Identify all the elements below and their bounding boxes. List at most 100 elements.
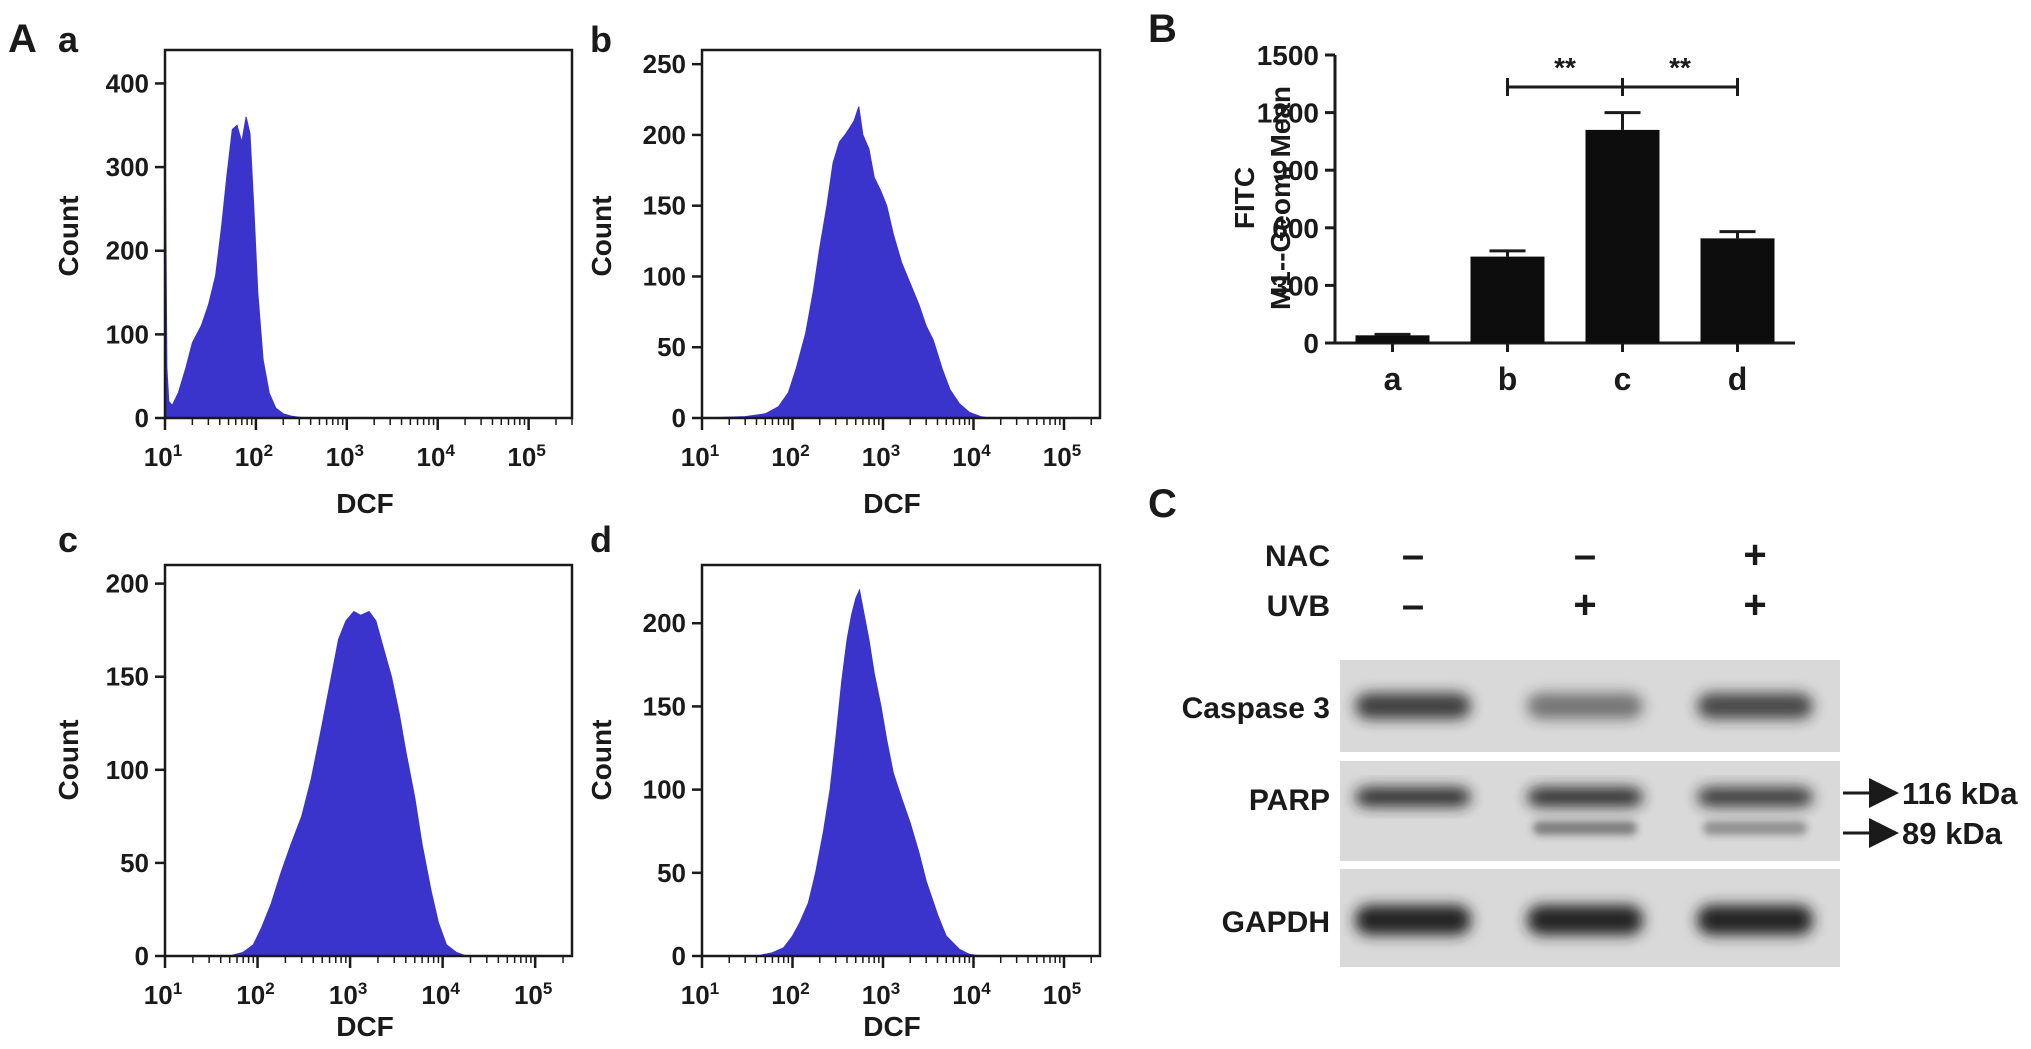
condition-sign: + (1573, 583, 1596, 627)
x-tick-label: 104 (952, 979, 991, 1010)
histogram-panel-b: b 0 50 100 150 200 250 101 102 103 104 105 DCF Cou… (586, 19, 1102, 519)
bar (1700, 238, 1775, 343)
y-tick-label: 1500 (1257, 40, 1319, 71)
protein-label: Caspase 3 (1182, 692, 1330, 725)
x-tick-exponent: 4 (445, 441, 455, 460)
x-tick-label: 102 (771, 441, 809, 472)
significance-label: ** (1669, 52, 1691, 83)
y-tick-label: 600 (1272, 213, 1319, 244)
x-tick-label: 101 (681, 979, 719, 1010)
panel-label-A: A (8, 17, 37, 61)
x-axis-label: DCF (863, 488, 921, 519)
x-tick-exponent: 2 (800, 979, 809, 998)
y-tick-label: 200 (643, 608, 686, 638)
x-tick-label: 103 (862, 441, 900, 472)
y-axis-label: Count (586, 720, 617, 801)
protein-band (1527, 787, 1643, 807)
x-axis-label: DCF (336, 1011, 394, 1042)
condition-sign: + (1743, 583, 1766, 627)
y-axis-label: Count (53, 196, 84, 277)
histogram-area (164, 108, 572, 419)
protein-band (1697, 787, 1813, 807)
x-tick-exponent: 3 (355, 441, 364, 460)
panel-label: a (58, 19, 79, 60)
x-tick-exponent: 5 (1072, 979, 1081, 998)
y-tick-label: 100 (643, 775, 686, 805)
y-tick-label: 0 (135, 941, 149, 971)
x-tick-exponent: 5 (543, 979, 552, 998)
condition-sign: – (1574, 533, 1596, 577)
x-tick-label: 103 (329, 979, 367, 1010)
plot-area: 0 300 600 900 1200 1500 a b c d ** ** (1257, 40, 1795, 397)
protein-band-cleaved (1703, 821, 1807, 835)
x-tick-exponent: 2 (265, 979, 274, 998)
x-tick-exponent: 2 (264, 441, 273, 460)
x-tick-label: d (1728, 361, 1748, 397)
protein-label: GAPDH (1222, 906, 1330, 939)
x-tick-label: 104 (952, 441, 991, 472)
marker-label: 116 kDa (1902, 776, 2018, 811)
condition-label: NAC (1265, 540, 1330, 573)
protein-band (1697, 905, 1813, 935)
x-tick-label: 105 (1043, 441, 1081, 472)
x-tick-label: 102 (771, 979, 809, 1010)
x-tick-label: 105 (514, 979, 552, 1010)
x-tick-exponent: 5 (536, 441, 545, 460)
y-tick-label: 150 (643, 691, 686, 721)
x-tick-label: 105 (1043, 979, 1081, 1010)
panel-label-B: B (1148, 7, 1177, 51)
x-tick-exponent: 5 (1072, 441, 1081, 460)
y-tick-label: 0 (135, 403, 149, 433)
histogram-area (702, 588, 1100, 957)
y-tick-label: 150 (643, 191, 686, 221)
y-axis-label: Count (586, 196, 617, 277)
x-tick-label: 104 (421, 979, 460, 1010)
protein-band (1527, 693, 1643, 719)
x-tick-exponent: 4 (981, 979, 991, 998)
y-tick-label: 1200 (1257, 98, 1319, 129)
western-blot-panel-C: NAC – – + UVB – + + Caspase 3 PARP GAPDH 116 kDa 8… (1182, 533, 2018, 967)
x-tick-exponent: 1 (173, 441, 182, 460)
histogram-panel-a: a 0 100 200 300 400 101 102 103 104 105 DCF Count (53, 19, 574, 519)
condition-sign: – (1402, 533, 1424, 577)
blot-strip (1340, 761, 1840, 861)
y-tick-label: 300 (1272, 270, 1319, 301)
plot-area: 0 50 100 150 200 101 102 103 104 105 (106, 563, 574, 1010)
marker-label: 89 kDa (1902, 816, 2003, 851)
x-tick-exponent: 3 (891, 441, 900, 460)
protein-label: PARP (1249, 784, 1330, 817)
condition-sign: – (1402, 583, 1424, 627)
x-tick-exponent: 2 (800, 441, 809, 460)
y-tick-label: 0 (1303, 328, 1319, 359)
protein-band (1355, 905, 1471, 935)
protein-band (1355, 693, 1471, 719)
x-tick-label: 104 (417, 441, 456, 472)
x-tick-exponent: 4 (450, 979, 460, 998)
x-tick-label: 105 (507, 441, 545, 472)
y-tick-label: 50 (657, 332, 686, 362)
y-tick-label: 50 (657, 858, 686, 888)
x-tick-label: 101 (144, 979, 182, 1010)
x-tick-exponent: 1 (710, 979, 719, 998)
y-axis-label: Count (53, 720, 84, 801)
y-axis-label-line-2: M1--Geom. Mean (1265, 86, 1296, 310)
histogram-panel-c: c 0 50 100 150 200 101 102 103 104 105 DCF Count (53, 519, 574, 1042)
bar-chart-panel-B: 0 300 600 900 1200 1500 a b c d ** ** FITC M1--Geom… (1229, 40, 1795, 397)
bar (1355, 335, 1430, 343)
protein-band (1355, 787, 1471, 807)
treatment-conditions: NAC – – + UVB – + + (1265, 533, 1767, 627)
protein-band-cleaved (1533, 821, 1637, 835)
y-tick-label: 100 (643, 261, 686, 291)
x-axis-label: DCF (336, 488, 394, 519)
bar (1470, 256, 1545, 343)
x-tick-label: 102 (236, 979, 274, 1010)
x-tick-label: 101 (681, 441, 719, 472)
y-tick-label: 0 (672, 941, 686, 971)
plot-frame (163, 48, 574, 420)
y-tick-label: 100 (106, 319, 149, 349)
x-axis-label: DCF (863, 1011, 921, 1042)
y-tick-label: 200 (643, 120, 686, 150)
x-tick-label: 103 (862, 979, 900, 1010)
plot-area: 0 50 100 150 200 250 101 102 103 104 105 (643, 48, 1102, 472)
bar (1585, 129, 1660, 343)
